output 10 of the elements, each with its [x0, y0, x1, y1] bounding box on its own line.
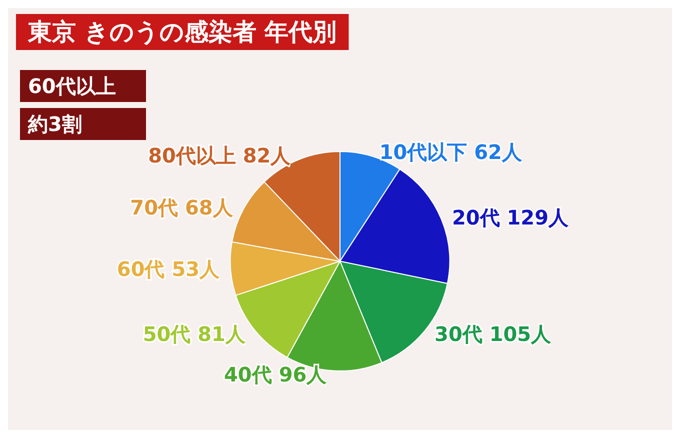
slice-label: 60代 53人	[116, 257, 221, 282]
slice-label: 50代 81人	[142, 322, 246, 346]
slice-label: 30代 105人	[434, 322, 552, 346]
slice-label: 10代以下 62人	[379, 140, 523, 164]
slice-label: 20代 129人	[452, 205, 570, 230]
text: 約3割	[27, 112, 82, 136]
text: 60代以上	[28, 74, 116, 98]
slice-label: 80代以上 82人	[148, 144, 292, 168]
chart-title: 東京 きのうの感染者 年代別	[27, 18, 337, 46]
slice-label: 70代 68人	[130, 195, 234, 220]
